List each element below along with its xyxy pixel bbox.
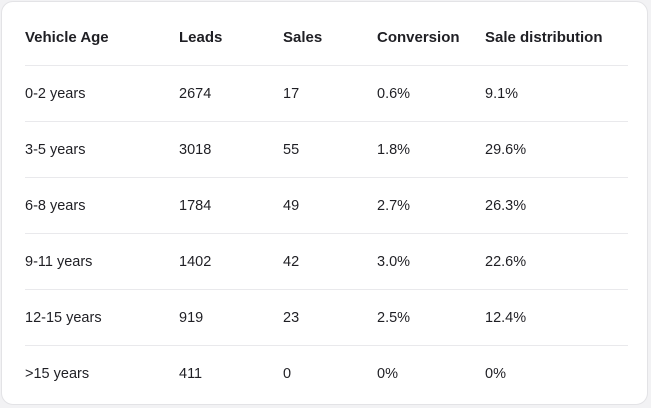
cell-vehicle-age: 12-15 years	[25, 289, 179, 346]
table-row: 12-15 years 919 23 2.5% 12.4%	[25, 289, 628, 346]
cell-sales: 0	[283, 365, 292, 382]
cell-leads: 2674	[179, 65, 283, 122]
cell-vehicle-age: 0-2 years	[25, 65, 179, 122]
table-row: >15 years 411 0 0% 0%	[25, 346, 628, 402]
cell-conversion: 1.8%	[377, 121, 485, 178]
cell-leads: 1784	[179, 177, 283, 234]
header-sale-distribution: Sale distribution	[485, 10, 628, 66]
cell-vehicle-age: 6-8 years	[25, 177, 179, 234]
cell-sale-distribution: 29.6%	[485, 121, 628, 178]
table-row: 0-2 years 2674 17 0.6% 9.1%	[25, 65, 628, 122]
cell-sales: 49	[283, 177, 377, 234]
cell-sale-distribution: 0%	[485, 365, 506, 382]
cell-sale-distribution: 12.4%	[485, 289, 628, 346]
cell-leads: 1402	[179, 233, 283, 290]
header-leads: Leads	[179, 10, 283, 66]
cell-sale-distribution: 26.3%	[485, 177, 628, 234]
cell-sales: 23	[283, 289, 377, 346]
cell-conversion: 2.7%	[377, 177, 485, 234]
cell-vehicle-age: >15 years	[25, 365, 90, 382]
cell-leads: 411	[179, 365, 203, 382]
cell-leads: 919	[179, 289, 283, 346]
header-sales: Sales	[283, 10, 377, 66]
cell-vehicle-age: 9-11 years	[25, 233, 179, 290]
table-header-row: Vehicle Age Leads Sales Conversion Sale …	[25, 10, 628, 66]
table-row: 9-11 years 1402 42 3.0% 22.6%	[25, 233, 628, 290]
cell-conversion: 0.6%	[377, 65, 485, 122]
header-vehicle-age: Vehicle Age	[25, 10, 179, 66]
cell-sales: 42	[283, 233, 377, 290]
cell-sales: 17	[283, 65, 377, 122]
table-row: 3-5 years 3018 55 1.8% 29.6%	[25, 121, 628, 178]
cell-conversion: 0%	[377, 365, 398, 382]
cell-conversion: 2.5%	[377, 289, 485, 346]
cell-conversion: 3.0%	[377, 233, 485, 290]
cell-sale-distribution: 9.1%	[485, 65, 628, 122]
cell-sale-distribution: 22.6%	[485, 233, 628, 290]
vehicle-age-table: Vehicle Age Leads Sales Conversion Sale …	[25, 10, 628, 401]
cell-sales: 55	[283, 121, 377, 178]
table-row: 6-8 years 1784 49 2.7% 26.3%	[25, 177, 628, 234]
header-conversion: Conversion	[377, 10, 485, 66]
cell-leads: 3018	[179, 121, 283, 178]
cell-vehicle-age: 3-5 years	[25, 121, 179, 178]
